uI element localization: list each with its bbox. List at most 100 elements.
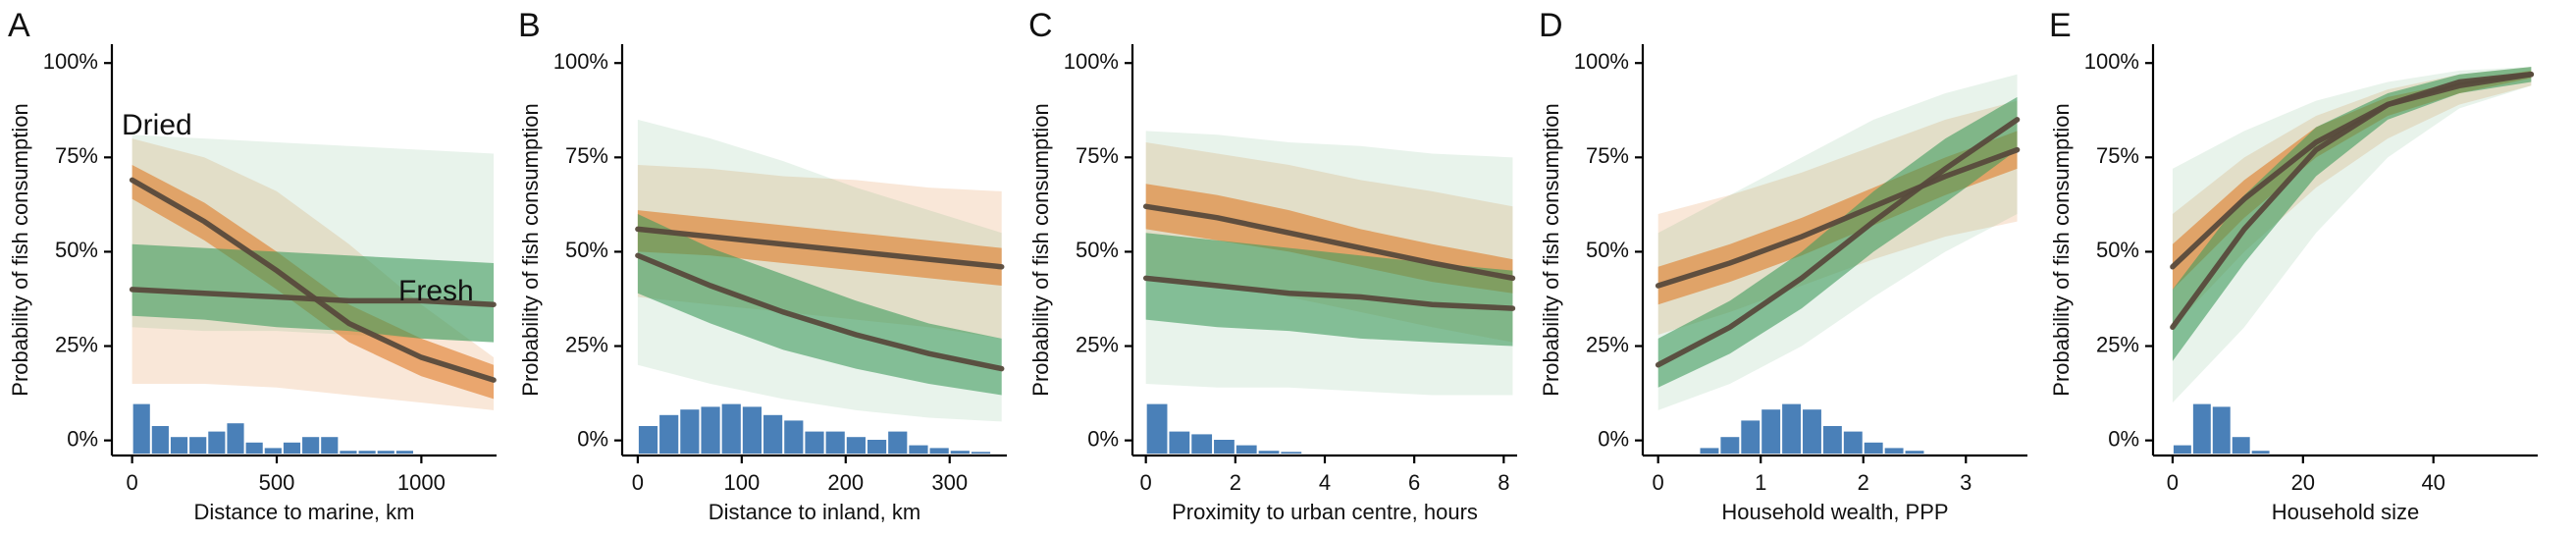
histogram-bar	[1822, 426, 1842, 454]
line	[635, 252, 1005, 372]
x-tick-label: 6	[1408, 470, 1420, 495]
histogram-bar	[1146, 403, 1168, 454]
inner-band	[1145, 233, 1513, 347]
x-tick-label: 0	[2167, 470, 2179, 495]
histogram-bar	[302, 437, 320, 454]
histogram-bar	[846, 437, 866, 454]
line	[1142, 275, 1516, 311]
histogram-bar	[742, 406, 762, 454]
line	[129, 287, 497, 307]
x-tick-label: 0	[632, 470, 644, 495]
y-tick-label: 100%	[1574, 49, 1629, 74]
histogram-bar	[680, 409, 700, 454]
x-axis-label: Household size	[2272, 500, 2419, 524]
histogram-bar	[1700, 448, 1719, 454]
panel: A Probability of fish consumption Distance…	[8, 7, 497, 524]
histogram-bar	[950, 451, 970, 454]
histogram-bar	[283, 442, 301, 454]
histogram-bar	[2192, 403, 2211, 454]
histogram-bar	[151, 426, 169, 454]
histogram-bar	[377, 451, 394, 454]
histogram-bar	[929, 448, 949, 454]
line	[1655, 146, 2021, 289]
x-tick-label: 8	[1498, 470, 1509, 495]
y-tick-label: 100%	[2084, 49, 2139, 74]
panel: E Probability of fish consumption Househol…	[2049, 7, 2538, 524]
histogram-bar	[1803, 409, 1821, 454]
histogram-bar	[132, 403, 150, 454]
histogram-bar	[1843, 431, 1863, 454]
histogram-bar	[227, 423, 244, 454]
y-tick-label: 50%	[565, 238, 608, 262]
histogram-bar	[358, 451, 376, 454]
y-tick-label: 0%	[577, 426, 608, 451]
histogram-bar	[1191, 434, 1213, 454]
histogram-bar	[170, 437, 188, 454]
panel: D Probability of fish consumption Househol…	[1539, 7, 2027, 524]
y-tick-label: 100%	[43, 49, 98, 74]
x-tick-label: 40	[2421, 470, 2445, 495]
x-tick-label: 3	[1960, 470, 1971, 495]
panel-letter: E	[2049, 7, 2072, 44]
histogram-bar	[659, 414, 679, 454]
histogram-bar	[340, 451, 357, 454]
y-axis-label: Probability of fish consumption	[518, 103, 543, 396]
x-axis-label: Distance to inland, km	[709, 500, 920, 524]
panel-letter: D	[1539, 7, 1563, 44]
y-tick-label: 25%	[2096, 332, 2139, 356]
line	[1655, 117, 2021, 368]
y-axis-label: Probability of fish consumption	[1028, 103, 1053, 396]
y-tick-label: 75%	[565, 143, 608, 168]
histogram-bar	[1214, 440, 1235, 454]
histogram-bar	[1720, 437, 1740, 454]
histogram-bar	[1169, 431, 1190, 454]
histogram-bar	[825, 431, 845, 454]
y-tick-label: 50%	[1076, 238, 1119, 262]
x-tick-label: 500	[259, 470, 295, 495]
histogram-bar	[888, 431, 908, 454]
x-tick-label: 0	[1140, 470, 1152, 495]
histogram-bar	[1741, 420, 1761, 454]
histogram-bar	[2212, 406, 2231, 454]
y-tick-label: 25%	[55, 332, 98, 356]
line	[1142, 203, 1516, 282]
y-tick-label: 50%	[2096, 238, 2139, 262]
histogram-bar	[1281, 452, 1302, 454]
plot-area	[2170, 67, 2535, 454]
histogram-bar	[2232, 437, 2250, 454]
x-tick-label: 200	[827, 470, 864, 495]
y-axis-label: Probability of fish consumption	[1539, 103, 1563, 396]
y-tick-label: 75%	[1076, 143, 1119, 168]
histogram-bar	[189, 437, 207, 454]
line	[635, 226, 1005, 270]
histogram-bar	[1864, 442, 1883, 454]
x-tick-label: 2	[1230, 470, 1241, 495]
y-axis-label: Probability of fish consumption	[2049, 103, 2074, 396]
x-tick-label: 300	[931, 470, 968, 495]
histogram-bar	[245, 442, 263, 454]
x-tick-label: 1	[1755, 470, 1766, 495]
histogram-bar	[701, 406, 720, 454]
plot-area	[129, 134, 497, 454]
histogram-bar	[2173, 445, 2191, 454]
y-tick-label: 75%	[2096, 143, 2139, 168]
x-axis-label: Proximity to urban centre, hours	[1172, 500, 1478, 524]
outer-band	[2172, 67, 2532, 403]
line	[2170, 72, 2535, 270]
y-tick-label: 0%	[2108, 426, 2139, 451]
series-label: Dried	[122, 109, 192, 141]
panel: B Probability of fish consumption Distance…	[518, 7, 1007, 524]
histogram-bar	[395, 451, 413, 454]
y-tick-label: 75%	[55, 143, 98, 168]
plot-area	[1655, 74, 2021, 454]
x-axis-label: Household wealth, PPP	[1721, 500, 1948, 524]
y-tick-label: 0%	[1087, 426, 1119, 451]
histogram-bar	[1235, 445, 1257, 454]
x-tick-label: 0	[1653, 470, 1664, 495]
panel: C Probability of fish consumption Proximit…	[1028, 7, 1517, 524]
panel-letter: B	[518, 7, 541, 44]
y-tick-label: 0%	[67, 426, 98, 451]
histogram-bar	[264, 448, 282, 454]
